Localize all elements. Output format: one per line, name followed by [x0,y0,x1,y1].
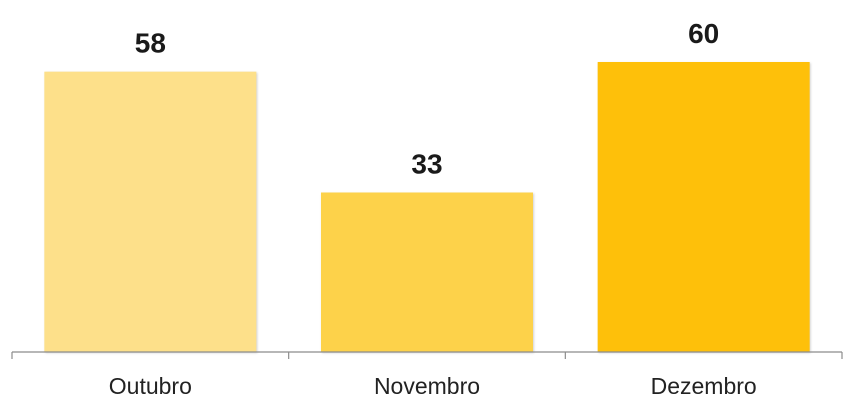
data-label-dezembro: 60 [688,18,719,49]
bars [44,62,810,353]
x-tick-label-dezembro: Dezembro [651,373,757,399]
bar-outubro [44,71,257,353]
x-axis-ticks [11,352,843,359]
bar-dezembro [597,62,810,352]
x-tick-label-outubro: Outubro [109,373,192,399]
data-label-novembro: 33 [411,149,442,180]
data-label-outubro: 58 [135,28,166,59]
bar-novembro [321,192,533,352]
data-labels: 58 33 60 [135,18,719,180]
x-axis-tick-labels: Outubro Novembro Dezembro [109,373,757,399]
x-tick-label-novembro: Novembro [374,373,480,399]
